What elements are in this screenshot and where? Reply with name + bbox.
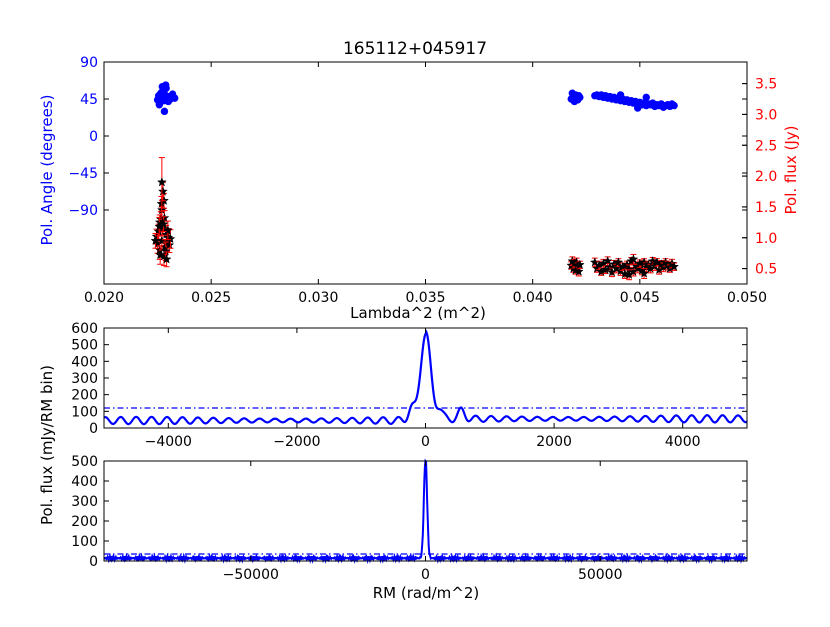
angle-point bbox=[642, 93, 650, 102]
flux-star-point bbox=[602, 255, 613, 266]
p1-x-tick-label: 0.035 bbox=[405, 290, 445, 306]
p3-x-axis-label: RM (rad/m^2) bbox=[373, 584, 480, 602]
p2-y-tick-label: 200 bbox=[71, 388, 98, 404]
p2-x-tick-label: 2000 bbox=[536, 434, 572, 450]
p1-y-tick-label: 90 bbox=[80, 55, 98, 71]
angle-point bbox=[670, 101, 678, 110]
p1-right-y-tick-label: 2.0 bbox=[755, 169, 777, 185]
p1-right-y-tick-label: 3.0 bbox=[755, 107, 777, 123]
flux-star-point bbox=[573, 266, 584, 276]
p1-x-tick-label: 0.050 bbox=[727, 290, 767, 306]
p3-y-tick-label: 0 bbox=[89, 554, 98, 570]
flux-star-point bbox=[162, 225, 173, 235]
p2-y-tick-label: 600 bbox=[71, 321, 98, 337]
p1-x-tick-label: 0.025 bbox=[191, 290, 231, 306]
p2-y-tick-label: 300 bbox=[71, 371, 98, 387]
angle-point bbox=[616, 91, 625, 99]
rm-spectrum-line bbox=[103, 329, 748, 426]
angle-point bbox=[576, 93, 584, 102]
p3-y-tick-label: 100 bbox=[71, 534, 98, 550]
flux-star-point bbox=[613, 257, 624, 267]
p2-x-tick-label: −2000 bbox=[273, 434, 320, 450]
angle-point bbox=[156, 93, 164, 102]
p2-y-tick-label: 500 bbox=[71, 338, 98, 354]
p2-y-tick-label: 400 bbox=[71, 354, 98, 370]
p3-y-tick-label: 300 bbox=[71, 494, 98, 510]
p1-right-y-tick-label: 1.5 bbox=[755, 200, 777, 216]
p1-x-tick-label: 0.030 bbox=[298, 290, 338, 306]
angle-point bbox=[162, 81, 170, 89]
p1-left-y-axis-label: Pol. Angle (degrees) bbox=[38, 95, 56, 246]
p1-right-y-tick-label: 1.0 bbox=[755, 231, 777, 247]
flux-star-point bbox=[165, 233, 176, 244]
flux-star-point bbox=[639, 268, 650, 278]
flux-star-point bbox=[160, 246, 171, 256]
p3-y-tick-label: 400 bbox=[71, 474, 98, 490]
flux-star-point bbox=[628, 254, 639, 264]
p3-x-tick-label: −50000 bbox=[223, 567, 279, 583]
flux-star-point bbox=[157, 186, 168, 196]
p3-y-tick-label: 200 bbox=[71, 514, 98, 530]
p2-x-tick-label: 4000 bbox=[665, 434, 701, 450]
rm-spectrum-wide-plot: −50000 0 50000 0 100 200 300 400 500 bbox=[71, 454, 748, 583]
angle-point bbox=[633, 104, 642, 112]
angle-point bbox=[168, 90, 177, 98]
p1-y-tick-label: −90 bbox=[68, 203, 98, 219]
p1-y-tick-label: 45 bbox=[80, 92, 98, 108]
p1-x-tick-label: 0.020 bbox=[84, 290, 124, 306]
p3-x-tick-label: 0 bbox=[421, 567, 430, 583]
p3-x-tick-label: 50000 bbox=[578, 567, 623, 583]
angle-point bbox=[160, 107, 169, 116]
flux-star-point bbox=[161, 254, 172, 264]
p1-y-tick-label: 0 bbox=[89, 129, 98, 145]
flux-star-point bbox=[150, 235, 161, 246]
flux-star-point bbox=[156, 177, 167, 187]
flux-star-point bbox=[624, 269, 635, 279]
flux-star-point bbox=[158, 218, 169, 229]
p1-x-tick-label: 0.045 bbox=[620, 290, 660, 306]
p1-x-tick-label: 0.040 bbox=[513, 290, 553, 306]
p1-right-y-tick-label: 2.5 bbox=[755, 138, 777, 154]
p1-right-y-axis-label: Pol. flux (Jy) bbox=[782, 126, 800, 215]
p2-y-tick-label: 100 bbox=[71, 404, 98, 420]
p2-y-tick-label: 0 bbox=[89, 421, 98, 437]
p1-y-tick-label: −45 bbox=[68, 166, 98, 182]
angle-point bbox=[155, 101, 163, 109]
polarization-angle-flux-plot: 0.020 0.025 0.030 0.035 0.040 0.045 0.050 90 45 0… bbox=[68, 55, 777, 306]
flux-star-point bbox=[669, 261, 680, 271]
p2-x-tick-label: 0 bbox=[421, 434, 430, 450]
p1-x-axis-label: Lambda^2 (m^2) bbox=[350, 304, 486, 322]
flux-star-point bbox=[574, 259, 585, 270]
flux-star-point bbox=[647, 255, 658, 266]
p1-right-y-tick-label: 3.5 bbox=[755, 77, 777, 93]
flux-star-point bbox=[155, 249, 166, 260]
p2-x-tick-label: −4000 bbox=[145, 434, 192, 450]
p2-y-axis-label: Pol. flux (mJy/RM bin) bbox=[38, 365, 56, 525]
p3-y-tick-label: 500 bbox=[71, 454, 98, 470]
chart-title: 165112+045917 bbox=[343, 39, 487, 59]
p1-right-y-tick-label: 0.5 bbox=[755, 262, 777, 278]
